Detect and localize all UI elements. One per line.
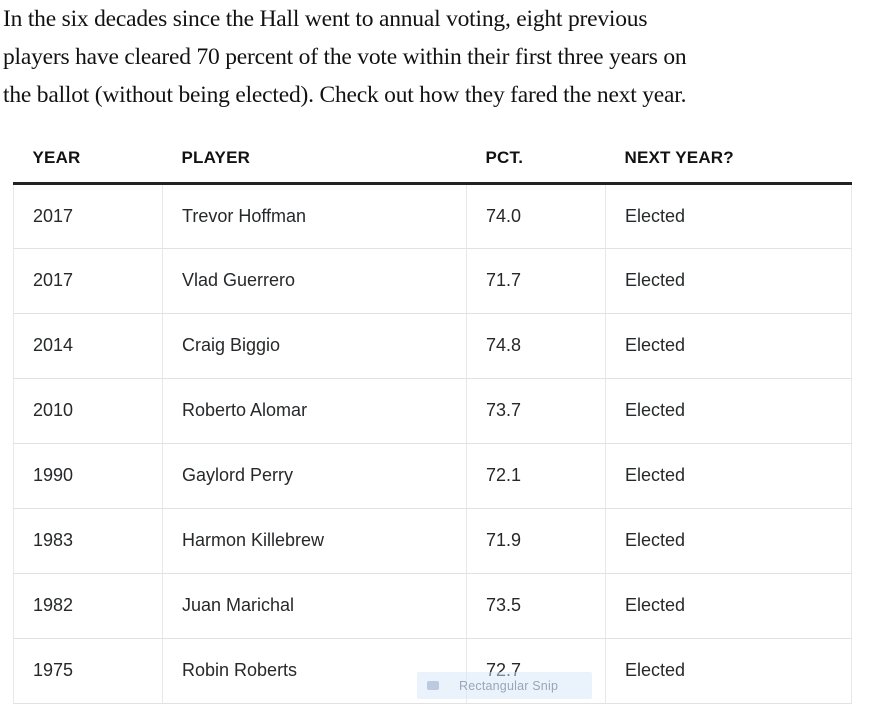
cell-year: 2014 <box>13 313 163 379</box>
intro-line: players have cleared 70 percent of the v… <box>3 44 687 70</box>
cell-year: 1982 <box>13 573 163 639</box>
header-row: YEAR PLAYER PCT. NEXT YEAR? <box>13 135 852 185</box>
cell-year: 2010 <box>13 378 163 444</box>
cell-year: 1975 <box>13 638 163 704</box>
intro-line: In the six decades since the Hall went t… <box>3 6 648 32</box>
table-row: 1983 Harmon Killebrew 71.9 Elected <box>13 508 852 574</box>
cell-pct: 71.7 <box>466 248 606 314</box>
cell-player: Craig Biggio <box>162 313 467 379</box>
cell-pct: 73.7 <box>466 378 606 444</box>
hof-vote-table: YEAR PLAYER PCT. NEXT YEAR? 2017 Trevor … <box>13 135 852 704</box>
cell-player: Gaylord Perry <box>162 443 467 509</box>
column-header-year: YEAR <box>13 135 163 185</box>
column-header-next-year: NEXT YEAR? <box>605 135 852 185</box>
cell-next: Elected <box>605 573 852 639</box>
cell-player: Harmon Killebrew <box>162 508 467 574</box>
cell-player: Trevor Hoffman <box>162 183 467 249</box>
intro-line: the ballot (without being elected). Chec… <box>3 82 687 108</box>
cell-next: Elected <box>605 638 852 704</box>
cell-pct: 74.0 <box>466 183 606 249</box>
article-intro: In the six decades since the Hall went t… <box>3 0 855 114</box>
cell-next: Elected <box>605 508 852 574</box>
table-row: 1982 Juan Marichal 73.5 Elected <box>13 573 852 639</box>
cell-year: 2017 <box>13 248 163 314</box>
cell-next: Elected <box>605 248 852 314</box>
cell-pct: 71.9 <box>466 508 606 574</box>
cell-player: Vlad Guerrero <box>162 248 467 314</box>
snip-toast-label: Rectangular Snip <box>459 678 559 693</box>
table-row: 2010 Roberto Alomar 73.7 Elected <box>13 378 852 444</box>
cell-next: Elected <box>605 183 852 249</box>
cell-year: 1990 <box>13 443 163 509</box>
cell-pct: 72.1 <box>466 443 606 509</box>
cell-year: 2017 <box>13 183 163 249</box>
cell-player: Juan Marichal <box>162 573 467 639</box>
cell-player: Robin Roberts <box>162 638 467 704</box>
column-header-player: PLAYER <box>162 135 467 185</box>
column-header-pct: PCT. <box>466 135 606 185</box>
cell-pct: 73.5 <box>466 573 606 639</box>
cell-player: Roberto Alomar <box>162 378 467 444</box>
cell-next: Elected <box>605 313 852 379</box>
table-row: 2017 Vlad Guerrero 71.7 Elected <box>13 248 852 314</box>
table-row: 1990 Gaylord Perry 72.1 Elected <box>13 443 852 509</box>
table-row: 2014 Craig Biggio 74.8 Elected <box>13 313 852 379</box>
table-row: 2017 Trevor Hoffman 74.0 Elected <box>13 183 852 249</box>
snip-toast[interactable]: Rectangular Snip <box>417 672 592 699</box>
rectangle-icon <box>427 681 439 690</box>
cell-next: Elected <box>605 443 852 509</box>
cell-next: Elected <box>605 378 852 444</box>
cell-year: 1983 <box>13 508 163 574</box>
cell-pct: 74.8 <box>466 313 606 379</box>
